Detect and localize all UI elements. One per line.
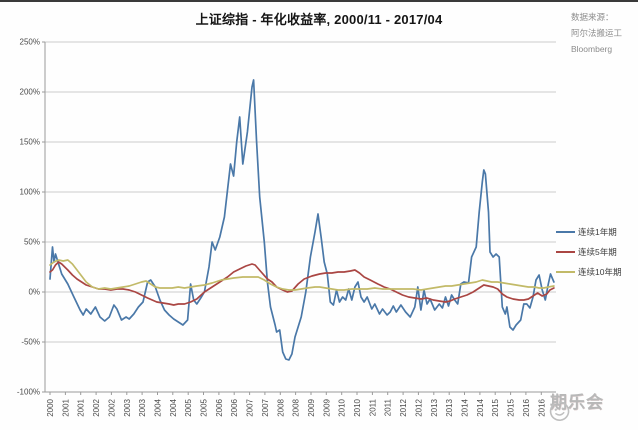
x-tick-label: 2011 (384, 398, 393, 416)
y-tick-label-250: 250% (20, 38, 40, 47)
data-source-note: 数据来源： 阿尔法搬运工 Bloomberg (571, 9, 637, 57)
y-tick-label-50: 50% (24, 238, 40, 247)
y-tick-label-100: 100% (20, 188, 40, 197)
series-line-0 (49, 79, 555, 361)
x-tick-label: 2015 (491, 398, 500, 416)
x-tick-label: 2006 (230, 398, 239, 416)
x-tick-label: 2003 (138, 398, 147, 416)
legend-line-swatch-5yr (556, 251, 575, 253)
x-tick-label: 2013 (445, 398, 454, 416)
x-tick-label: 2015 (507, 398, 516, 416)
x-tick-label: 2011 (368, 398, 377, 416)
x-tick-label: 2010 (338, 398, 347, 416)
x-tick-label: 2012 (399, 398, 408, 416)
watermark-text: 期乐会 (550, 393, 604, 412)
legend-label-1yr: 连续1年期 (578, 227, 617, 237)
x-tick-label: 2006 (215, 398, 224, 416)
x-tick-label: 2016 (537, 398, 546, 416)
y-tick-label-200: 200% (20, 88, 40, 97)
x-tick-label: 2002 (92, 398, 101, 416)
x-tick-label: 2007 (261, 398, 270, 416)
x-tick-label: 2003 (123, 398, 132, 416)
legend-item-10yr: 连续10年期 (556, 262, 638, 282)
x-tick-label: 2007 (246, 398, 255, 416)
chart-legend: 连续1年期 连续5年期 连续10年期 (556, 222, 638, 282)
series-line-2 (49, 259, 555, 291)
legend-item-1yr: 连续1年期 (556, 222, 638, 242)
x-tick-label: 2014 (461, 398, 470, 416)
x-tick-label: 2014 (476, 398, 485, 416)
x-tick-label: 2009 (307, 398, 316, 416)
x-tick-label: 2001 (77, 398, 86, 416)
x-tick-label: 2000 (46, 398, 55, 416)
x-tick-label: 2002 (107, 398, 116, 416)
x-tick-label: 2005 (200, 398, 209, 416)
y-tick-label--50: -50% (21, 338, 40, 347)
legend-item-5yr: 连续5年期 (556, 242, 638, 262)
series-line-1 (49, 261, 555, 306)
x-tick-label: 2008 (276, 398, 285, 416)
x-tick-label: 2004 (154, 398, 163, 416)
x-tick-label: 2004 (169, 398, 178, 416)
x-tick-label: 2008 (292, 398, 301, 416)
x-tick-label: 2009 (322, 398, 331, 416)
data-source-bloomberg: Bloomberg (571, 44, 613, 54)
data-source-name: 阿尔法搬运工 (571, 28, 623, 38)
chart-title: 上证综指 - 年化收益率, 2000/11 - 2017/04 (195, 12, 443, 27)
legend-label-10yr: 连续10年期 (578, 267, 622, 277)
legend-line-swatch-10yr (556, 271, 575, 273)
watermark: 期乐会 (546, 388, 604, 421)
x-tick-label: 2010 (353, 398, 362, 416)
data-source-label: 数据来源： (571, 12, 614, 22)
legend-line-swatch-1yr (556, 231, 575, 233)
legend-label-5yr: 连续5年期 (578, 247, 617, 257)
x-tick-label: 2005 (184, 398, 193, 416)
y-tick-label-0: 0% (28, 288, 40, 297)
x-tick-label: 2012 (414, 398, 423, 416)
y-tick-label-150: 150% (20, 138, 40, 147)
x-tick-label: 2016 (522, 398, 531, 416)
x-tick-label: 2001 (61, 398, 70, 416)
x-tick-label: 2013 (430, 398, 439, 416)
y-tick-label--100: -100% (17, 388, 40, 397)
